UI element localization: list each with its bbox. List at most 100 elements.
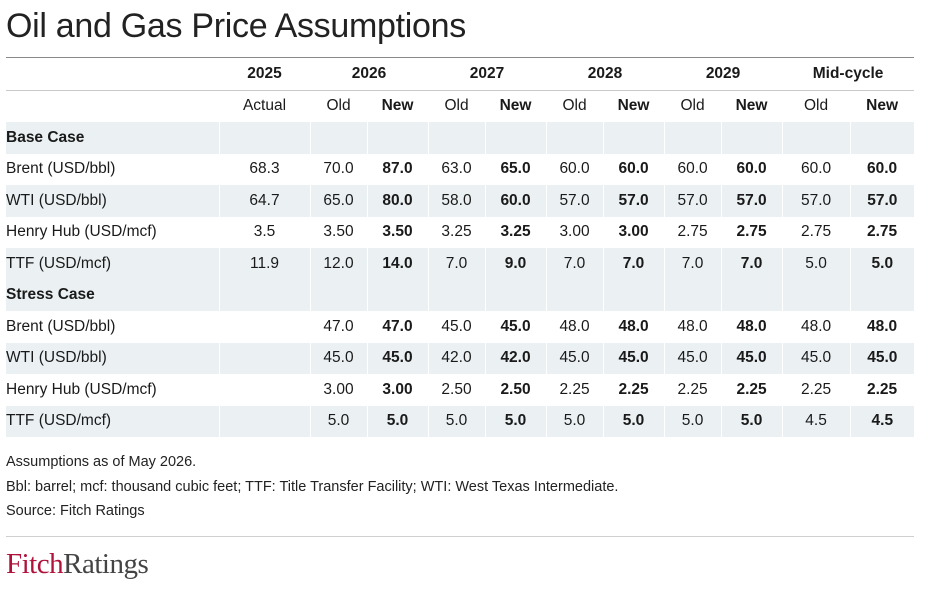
title-divider xyxy=(6,57,914,58)
section-title: Stress Case xyxy=(6,286,95,304)
cell-old: 3.00 xyxy=(323,380,354,398)
cell-new: 2.25 xyxy=(618,380,649,398)
section-blank-cell xyxy=(218,279,310,311)
cell-old: 3.25 xyxy=(441,223,472,241)
sub-header: Old xyxy=(680,97,705,115)
cell-old: 4.5 xyxy=(781,405,851,437)
cell-new: 5.0 xyxy=(720,405,783,437)
row-label: Henry Hub (USD/mcf) xyxy=(6,380,157,398)
cell-old: 45.0 xyxy=(545,342,604,374)
year-header: Mid-cycle xyxy=(782,58,915,91)
cell-new: 48.0 xyxy=(618,317,649,335)
cell-new: 5.0 xyxy=(849,248,915,280)
cell-new: 57.0 xyxy=(849,185,915,217)
cell-old: 7.0 xyxy=(663,248,722,280)
section-blank-cell xyxy=(484,279,547,311)
cell-new: 60.0 xyxy=(736,160,767,178)
cell-new: 60.0 xyxy=(484,185,547,217)
cell-new: 45.0 xyxy=(720,342,783,374)
cell-new: 60.0 xyxy=(618,160,649,178)
section-blank-cell xyxy=(427,122,486,154)
footnotes: Assumptions as of May 2026. Bbl: barrel;… xyxy=(6,450,618,524)
section-blank-cell xyxy=(663,279,722,311)
cell-new: 5.0 xyxy=(366,405,429,437)
logo-fitch-text: Fitch xyxy=(6,548,64,580)
cell-old: 60.0 xyxy=(559,160,590,178)
cell-old: 48.0 xyxy=(559,317,590,335)
cell-new: 80.0 xyxy=(366,185,429,217)
section-blank-cell xyxy=(484,122,547,154)
cell-old: 57.0 xyxy=(781,185,851,217)
page-title: Oil and Gas Price Assumptions xyxy=(6,7,466,45)
cell-old: 7.0 xyxy=(545,248,604,280)
cell-actual xyxy=(219,374,310,406)
section-blank-cell xyxy=(602,122,665,154)
row-label: TTF (USD/mcf) xyxy=(6,412,112,430)
cell-old: 2.25 xyxy=(677,380,708,398)
cell-new: 48.0 xyxy=(736,317,767,335)
cell-old: 57.0 xyxy=(545,185,604,217)
section-title: Base Case xyxy=(6,128,85,146)
cell-new: 2.75 xyxy=(736,223,767,241)
section-blank-cell xyxy=(545,122,604,154)
cell-actual: 68.3 xyxy=(249,160,280,178)
cell-actual: 11.9 xyxy=(218,248,310,280)
section-blank-cell xyxy=(663,122,722,154)
cell-old: 45.0 xyxy=(441,317,472,335)
cell-new: 9.0 xyxy=(484,248,547,280)
cell-old: 45.0 xyxy=(309,342,367,374)
cell-old: 3.50 xyxy=(323,223,354,241)
cell-new: 3.00 xyxy=(382,380,413,398)
table-row: WTI (USD/bbl) 45.0 45.0 42.0 42.0 45.0 45.0 45.… xyxy=(6,342,915,374)
sub-header: Old xyxy=(562,97,587,115)
section-header-row: Stress Case xyxy=(6,279,915,311)
note-source: Source: Fitch Ratings xyxy=(6,503,145,519)
cell-old: 2.50 xyxy=(441,380,472,398)
section-blank-cell xyxy=(849,279,915,311)
cell-old: 7.0 xyxy=(427,248,486,280)
cell-old: 2.75 xyxy=(677,223,708,241)
year-header: 2027 xyxy=(428,58,547,91)
note-date: Assumptions as of May 2026. xyxy=(6,454,197,470)
section-blank-cell xyxy=(602,279,665,311)
price-assumptions-table: 2025 2026 2027 2028 2029 Mid-cycle Actual Old N… xyxy=(6,58,915,437)
cell-new: 7.0 xyxy=(720,248,783,280)
cell-new: 87.0 xyxy=(382,160,413,178)
cell-new: 48.0 xyxy=(866,317,898,335)
cell-old: 45.0 xyxy=(781,342,851,374)
cell-new: 3.25 xyxy=(500,223,531,241)
header-blank xyxy=(6,90,219,122)
year-header-row: 2025 2026 2027 2028 2029 Mid-cycle xyxy=(6,58,915,91)
sub-header: New xyxy=(499,97,532,115)
cell-actual xyxy=(218,405,310,437)
cell-new: 14.0 xyxy=(366,248,429,280)
sub-header: Old xyxy=(326,97,351,115)
cell-new: 5.0 xyxy=(602,405,665,437)
cell-new: 42.0 xyxy=(484,342,547,374)
table-row: Brent (USD/bbl) 68.3 70.0 87.0 63.0 65.0 60.0 6… xyxy=(6,154,914,186)
cell-old: 2.75 xyxy=(800,223,832,241)
cell-old: 5.0 xyxy=(663,405,722,437)
section-blank-cell xyxy=(545,279,604,311)
cell-old: 65.0 xyxy=(309,185,367,217)
table-row: Henry Hub (USD/mcf) 3.00 3.00 2.50 2.50 2.25 2… xyxy=(6,374,914,406)
cell-old: 5.0 xyxy=(427,405,486,437)
section-blank-cell xyxy=(427,279,486,311)
cell-new: 45.0 xyxy=(500,317,531,335)
note-abbreviations: Bbl: barrel; mcf: thousand cubic feet; T… xyxy=(6,478,619,495)
cell-old: 45.0 xyxy=(663,342,722,374)
row-label: Henry Hub (USD/mcf) xyxy=(6,223,157,241)
section-blank-cell xyxy=(720,122,783,154)
section-blank-cell xyxy=(720,279,783,311)
logo-ratings-text: Ratings xyxy=(63,548,149,580)
section-blank-cell xyxy=(366,279,429,311)
table-row: TTF (USD/mcf) 11.9 12.0 14.0 7.0 9.0 7.0 7.0 7.0… xyxy=(6,248,915,280)
header-blank xyxy=(6,58,219,91)
row-label: TTF (USD/mcf) xyxy=(6,254,112,272)
cell-new: 2.50 xyxy=(500,380,531,398)
cell-old: 5.0 xyxy=(545,405,604,437)
cell-old: 57.0 xyxy=(663,185,722,217)
sub-header: Actual xyxy=(242,97,287,115)
cell-old: 48.0 xyxy=(677,317,708,335)
cell-new: 57.0 xyxy=(720,185,783,217)
